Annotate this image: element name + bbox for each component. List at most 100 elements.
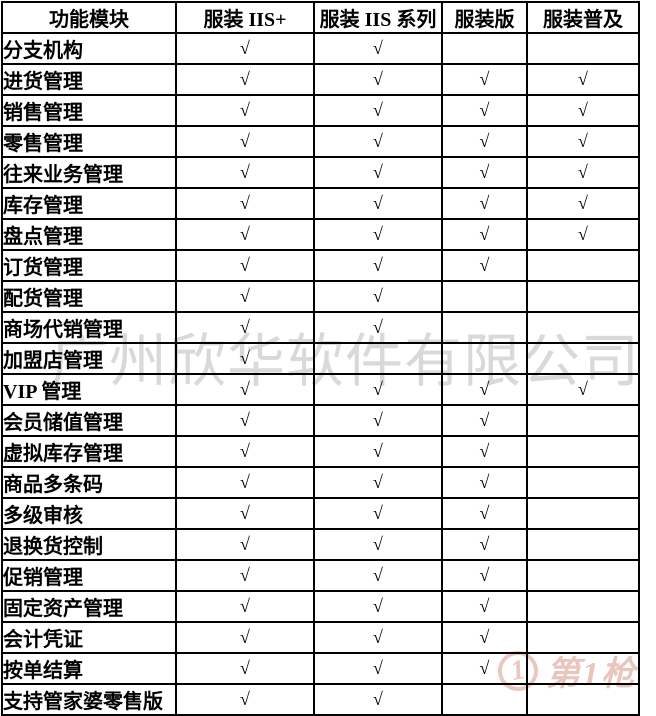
check-mark-cell: √: [175, 404, 315, 437]
check-mark-cell: √: [175, 280, 315, 313]
check-mark-cell: √: [175, 466, 315, 499]
table-row: 往来业务管理 √ √ √ √: [1, 156, 640, 189]
check-mark-cell: √: [313, 590, 443, 623]
table-row: 库存管理 √ √ √ √: [1, 187, 640, 220]
header-fuzhuang-ban: 服装版: [441, 1, 528, 34]
module-name-cell: 盘点管理: [1, 218, 177, 251]
check-mark-cell: √: [526, 373, 640, 406]
header-fuzhuang-puji: 服装普及: [526, 1, 640, 34]
check-mark-cell: √: [175, 528, 315, 561]
module-name-cell: 分支机构: [1, 32, 177, 65]
check-mark-cell: √: [441, 404, 528, 437]
module-name-cell: 退换货控制: [1, 528, 177, 561]
check-mark-cell: √: [526, 63, 640, 96]
module-name-cell: 往来业务管理: [1, 156, 177, 189]
check-mark-cell: √: [175, 559, 315, 592]
module-name-cell: 零售管理: [1, 125, 177, 158]
check-mark-cell: √: [441, 559, 528, 592]
empty-cell: [526, 32, 640, 65]
module-name-cell: 虚拟库存管理: [1, 435, 177, 468]
check-mark-cell: √: [175, 249, 315, 282]
empty-cell: [526, 342, 640, 375]
empty-cell: [526, 621, 640, 654]
check-mark-cell: √: [175, 32, 315, 65]
empty-cell: [526, 435, 640, 468]
table-row: 加盟店管理 √: [1, 342, 640, 375]
empty-cell: [526, 280, 640, 313]
feature-comparison-table: 功能模块 服装 IIS+ 服装 IIS 系列 服装版 服装普及 分支机构 √ √ 进货…: [1, 1, 640, 716]
module-name-cell: 配货管理: [1, 280, 177, 313]
empty-cell: [526, 683, 640, 716]
table-row: 虚拟库存管理 √ √ √: [1, 435, 640, 468]
check-mark-cell: √: [313, 125, 443, 158]
check-mark-cell: √: [175, 311, 315, 344]
module-name-cell: 订货管理: [1, 249, 177, 282]
table-row: 促销管理 √ √ √: [1, 559, 640, 592]
empty-cell: [526, 652, 640, 685]
check-mark-cell: √: [313, 621, 443, 654]
check-mark-cell: √: [175, 63, 315, 96]
module-name-cell: 商品多条码: [1, 466, 177, 499]
table-row: 退换货控制 √ √ √: [1, 528, 640, 561]
check-mark-cell: √: [441, 528, 528, 561]
check-mark-cell: √: [175, 621, 315, 654]
empty-cell: [526, 590, 640, 623]
check-mark-cell: √: [175, 187, 315, 220]
module-name-cell: 库存管理: [1, 187, 177, 220]
empty-cell: [526, 559, 640, 592]
empty-cell: [441, 311, 528, 344]
table-row: 多级审核 √ √ √: [1, 497, 640, 530]
module-name-cell: 加盟店管理: [1, 342, 177, 375]
check-mark-cell: √: [313, 156, 443, 189]
check-mark-cell: √: [313, 404, 443, 437]
check-mark-cell: √: [441, 435, 528, 468]
check-mark-cell: √: [526, 94, 640, 127]
empty-cell: [526, 466, 640, 499]
check-mark-cell: √: [441, 218, 528, 251]
table-row: 商品多条码 √ √ √: [1, 466, 640, 499]
check-mark-cell: √: [175, 590, 315, 623]
empty-cell: [441, 342, 528, 375]
table-row: 订货管理 √ √ √: [1, 249, 640, 282]
table-row: 支持管家婆零售版 √ √: [1, 683, 640, 716]
module-name-cell: 会计凭证: [1, 621, 177, 654]
check-mark-cell: √: [313, 435, 443, 468]
check-mark-cell: √: [441, 63, 528, 96]
table-row: 会计凭证 √ √ √: [1, 621, 640, 654]
check-mark-cell: √: [313, 373, 443, 406]
table-row: VIP 管理 √ √ √ √: [1, 373, 640, 406]
table-row: 销售管理 √ √ √ √: [1, 94, 640, 127]
check-mark-cell: √: [175, 218, 315, 251]
header-module: 功能模块: [1, 1, 177, 34]
check-mark-cell: √: [175, 435, 315, 468]
check-mark-cell: √: [441, 156, 528, 189]
check-mark-cell: √: [313, 559, 443, 592]
table-row: 会员储值管理 √ √ √: [1, 404, 640, 437]
check-mark-cell: √: [313, 280, 443, 313]
check-mark-cell: √: [313, 311, 443, 344]
check-mark-cell: √: [313, 652, 443, 685]
check-mark-cell: √: [313, 249, 443, 282]
check-mark-cell: √: [313, 32, 443, 65]
table-row: 配货管理 √ √: [1, 280, 640, 313]
module-name-cell: 支持管家婆零售版: [1, 683, 177, 716]
check-mark-cell: √: [175, 342, 315, 375]
check-mark-cell: √: [526, 218, 640, 251]
check-mark-cell: √: [441, 187, 528, 220]
check-mark-cell: √: [441, 590, 528, 623]
check-mark-cell: √: [313, 466, 443, 499]
check-mark-cell: √: [441, 94, 528, 127]
module-name-cell: 商场代销管理: [1, 311, 177, 344]
check-mark-cell: √: [175, 497, 315, 530]
check-mark-cell: √: [175, 683, 315, 716]
table-row: 盘点管理 √ √ √ √: [1, 218, 640, 251]
header-iis-plus: 服装 IIS+: [175, 1, 315, 34]
table-row: 商场代销管理 √ √: [1, 311, 640, 344]
table-row: 固定资产管理 √ √ √: [1, 590, 640, 623]
module-name-cell: 进货管理: [1, 63, 177, 96]
check-mark-cell: √: [441, 125, 528, 158]
empty-cell: [441, 683, 528, 716]
module-name-cell: 按单结算: [1, 652, 177, 685]
check-mark-cell: √: [175, 94, 315, 127]
header-iis-series: 服装 IIS 系列: [313, 1, 443, 34]
